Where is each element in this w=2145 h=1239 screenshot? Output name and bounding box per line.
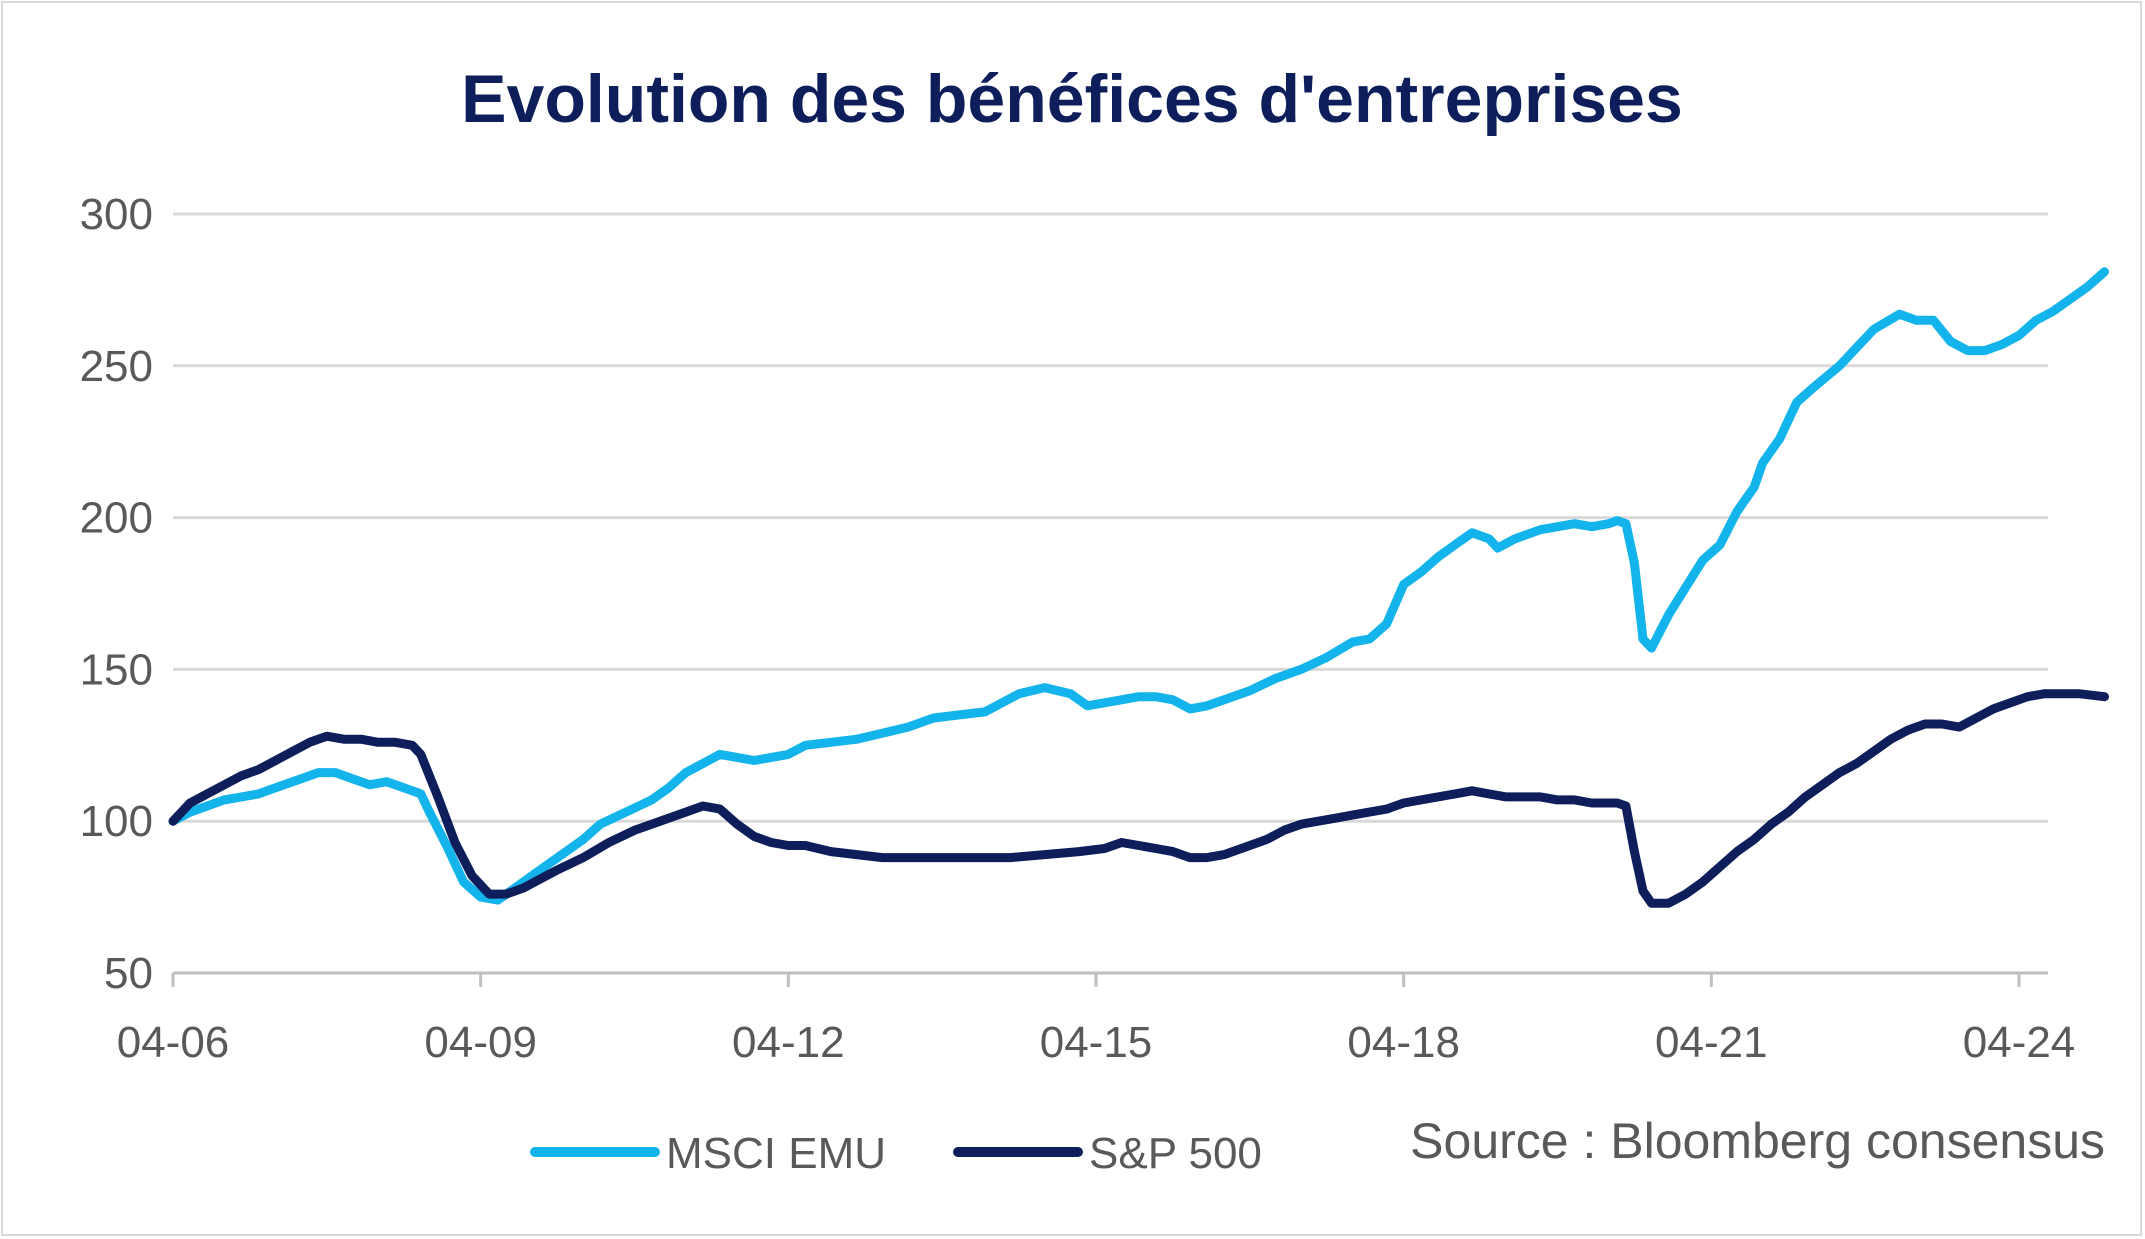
legend-label-sp-500: S&P 500 — [1089, 1129, 1262, 1178]
x-tick-label: 04-09 — [424, 1018, 537, 1067]
series-lines — [168, 267, 2109, 908]
y-tick-label: 150 — [80, 645, 153, 694]
x-tick-label: 04-21 — [1655, 1018, 1768, 1067]
x-tick-label: 04-15 — [1040, 1018, 1153, 1067]
x-tick-label: 04-18 — [1347, 1018, 1460, 1067]
source-note: Source : Bloomberg consensus — [1410, 1113, 2105, 1169]
y-tick-label: 50 — [104, 949, 153, 998]
x-tick-label: 04-12 — [732, 1018, 845, 1067]
series-line-sp-500 — [168, 689, 2109, 908]
y-tick-label: 300 — [80, 190, 153, 239]
x-axis: 04-06 04-09 04-12 04-15 04-18 04-21 04-24 — [117, 971, 2076, 1067]
series-line-msci-emu — [168, 267, 2109, 905]
legend: MSCI EMU S&P 500 — [530, 1129, 1262, 1178]
legend-label-msci-emu: MSCI EMU — [666, 1129, 886, 1178]
y-tick-label: 250 — [80, 342, 153, 391]
y-tick-label: 200 — [80, 494, 153, 543]
chart-title: Evolution des bénéfices d'entreprises — [461, 61, 1683, 137]
grid-lines — [173, 212, 2048, 823]
y-axis-ticks: 300 250 200 150 100 50 — [80, 190, 153, 998]
y-tick-label: 100 — [80, 797, 153, 846]
x-tick-label: 04-06 — [117, 1018, 230, 1067]
x-tick-label: 04-24 — [1963, 1018, 2076, 1067]
